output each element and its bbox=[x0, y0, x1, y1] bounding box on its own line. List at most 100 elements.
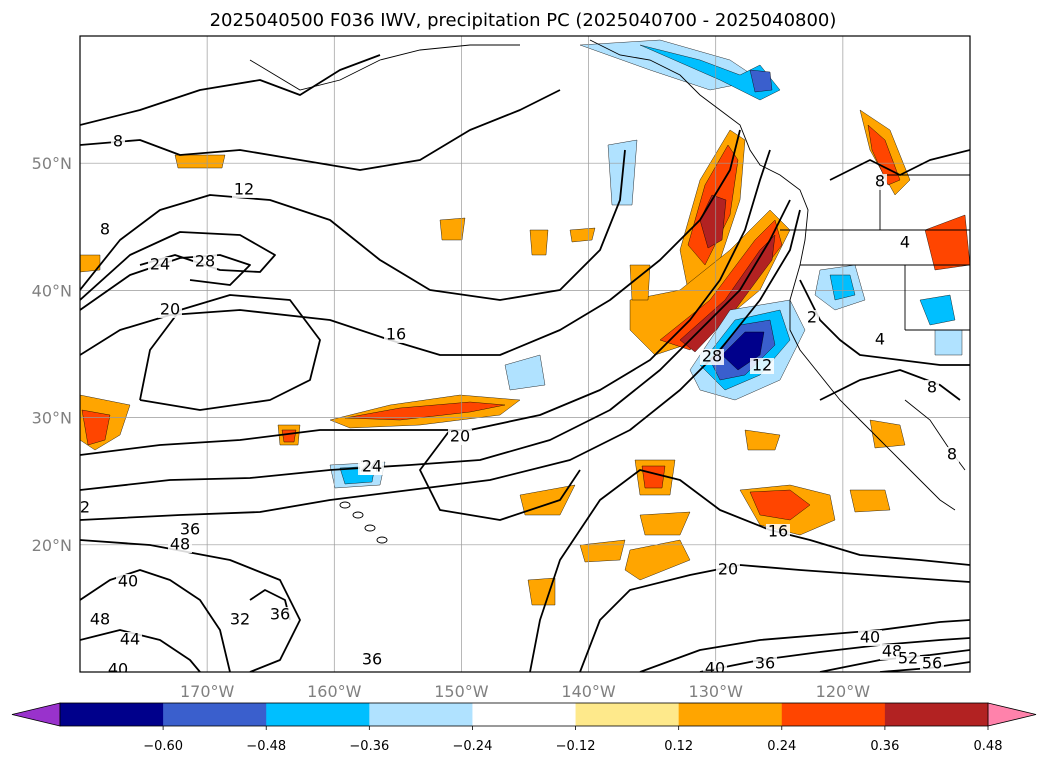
colorbar-tick-label: −0.24 bbox=[453, 739, 493, 754]
precip-region bbox=[849, 489, 891, 513]
chart-title: 2025040500 F036 IWV, precipitation PC (2… bbox=[210, 10, 837, 31]
precip-region bbox=[829, 274, 856, 301]
precip-region bbox=[344, 401, 506, 421]
colorbar-segment bbox=[163, 703, 267, 726]
contour-label: 28 bbox=[195, 252, 215, 271]
y-tick-label: 50°N bbox=[32, 154, 72, 173]
contour-label: 36 bbox=[270, 605, 290, 624]
iwv-contour bbox=[799, 279, 970, 366]
colorbar: −0.60 −0.48 −0.36 −0.24 −0.12 0.12 0.24 0.36 0.4… bbox=[11, 702, 1037, 754]
iwv-contour bbox=[639, 619, 970, 672]
x-tick-labels: 170°W 160°W 150°W 140°W 130°W 120°W bbox=[180, 682, 870, 701]
contour-label: 16 bbox=[768, 522, 788, 541]
contour-label: 40 bbox=[108, 660, 128, 679]
contour-label: 8 bbox=[875, 172, 885, 191]
iwv-contour bbox=[80, 149, 626, 301]
contour-label: 12 bbox=[234, 180, 254, 199]
contour-label: 36 bbox=[755, 654, 775, 673]
iwv-contour bbox=[80, 254, 251, 311]
y-tick-label: 30°N bbox=[32, 409, 72, 428]
colorbar-segment bbox=[781, 703, 886, 726]
colorbar-segment bbox=[60, 703, 164, 726]
contour-label: 2 bbox=[80, 498, 90, 517]
iwv-contour bbox=[80, 629, 201, 672]
precip-region bbox=[679, 234, 776, 353]
colorbar-tick-label: −0.48 bbox=[246, 739, 286, 754]
y-tick-label: 40°N bbox=[32, 281, 72, 300]
iwv-contour bbox=[80, 539, 301, 672]
map-area: 8122428201682420243648404844403236362281… bbox=[80, 36, 970, 679]
iwv-contour bbox=[819, 369, 961, 401]
precip-region bbox=[629, 264, 651, 301]
iwv-contour bbox=[80, 54, 381, 126]
contour-label: 36 bbox=[180, 520, 200, 539]
precip-region bbox=[519, 484, 576, 516]
colorbar-segment bbox=[884, 703, 989, 726]
contour-label: 8 bbox=[927, 378, 937, 397]
precip-region bbox=[174, 154, 226, 169]
precip-region bbox=[641, 465, 666, 489]
precip-region bbox=[919, 294, 956, 326]
precip-region bbox=[869, 419, 906, 449]
iwv-contour bbox=[80, 209, 801, 521]
contour-label: 52 bbox=[898, 649, 918, 668]
precip-region bbox=[639, 511, 691, 536]
contour-label: 16 bbox=[386, 325, 406, 344]
iwv-contour bbox=[139, 294, 321, 411]
x-tick-label: 170°W bbox=[180, 682, 235, 701]
contour-label: 24 bbox=[362, 457, 382, 476]
iwv-contours bbox=[80, 54, 970, 672]
contour-label: 48 bbox=[90, 610, 110, 629]
contour-label: 4 bbox=[875, 330, 885, 349]
precip-region bbox=[721, 331, 765, 371]
x-tick-label: 160°W bbox=[307, 682, 362, 701]
iwv-contour bbox=[80, 231, 276, 301]
contour-label: 8 bbox=[113, 132, 123, 151]
iwv-contour bbox=[829, 149, 970, 181]
iwv-contour bbox=[80, 149, 771, 456]
contour-label: 40 bbox=[860, 628, 880, 647]
colorbar-extend-high bbox=[987, 702, 1037, 727]
precip-region bbox=[749, 489, 811, 521]
colorbar-segment bbox=[266, 703, 370, 726]
precip-region bbox=[527, 577, 556, 606]
contour-label: 44 bbox=[120, 630, 140, 649]
contour-label: 4 bbox=[900, 233, 910, 252]
x-tick-label: 150°W bbox=[434, 682, 489, 701]
iwv-contour bbox=[529, 469, 970, 672]
precip-region bbox=[624, 539, 691, 581]
colorbar-tick-label: 0.36 bbox=[870, 739, 899, 754]
contour-label: 20 bbox=[450, 427, 470, 446]
colorbar-tick-label: −0.12 bbox=[556, 739, 596, 754]
precip-region bbox=[579, 539, 626, 563]
iwv-contour bbox=[80, 89, 561, 171]
coastline bbox=[249, 44, 520, 91]
colorbar-tick-label: −0.60 bbox=[143, 739, 183, 754]
contour-label: 40 bbox=[118, 572, 138, 591]
precip-region bbox=[744, 429, 781, 451]
contour-label: 24 bbox=[150, 255, 170, 274]
map-frame bbox=[79, 35, 971, 673]
precip-region bbox=[934, 329, 963, 356]
x-tick-label: 140°W bbox=[561, 682, 616, 701]
colorbar-tick-label: 0.48 bbox=[974, 739, 1003, 754]
y-tick-labels: 20°N 30°N 40°N 50°N bbox=[32, 154, 72, 555]
x-tick-label: 120°W bbox=[816, 682, 871, 701]
precip-region bbox=[749, 69, 773, 93]
precip-region bbox=[529, 229, 549, 256]
colorbar-segment bbox=[678, 703, 783, 726]
precip-region bbox=[504, 354, 546, 391]
precip-region bbox=[924, 214, 970, 271]
colorbar-tick-label: 0.24 bbox=[767, 739, 796, 754]
contour-label: 56 bbox=[922, 654, 942, 673]
contour-label: 48 bbox=[170, 535, 190, 554]
island bbox=[352, 511, 364, 519]
precip-region bbox=[81, 409, 111, 446]
gridlines bbox=[80, 36, 970, 672]
contour-label: 20 bbox=[160, 300, 180, 319]
iwv-contour bbox=[80, 199, 791, 491]
colorbar-segment bbox=[369, 703, 473, 726]
contour-label: 8 bbox=[100, 220, 110, 239]
contour-label: 40 bbox=[705, 659, 725, 678]
